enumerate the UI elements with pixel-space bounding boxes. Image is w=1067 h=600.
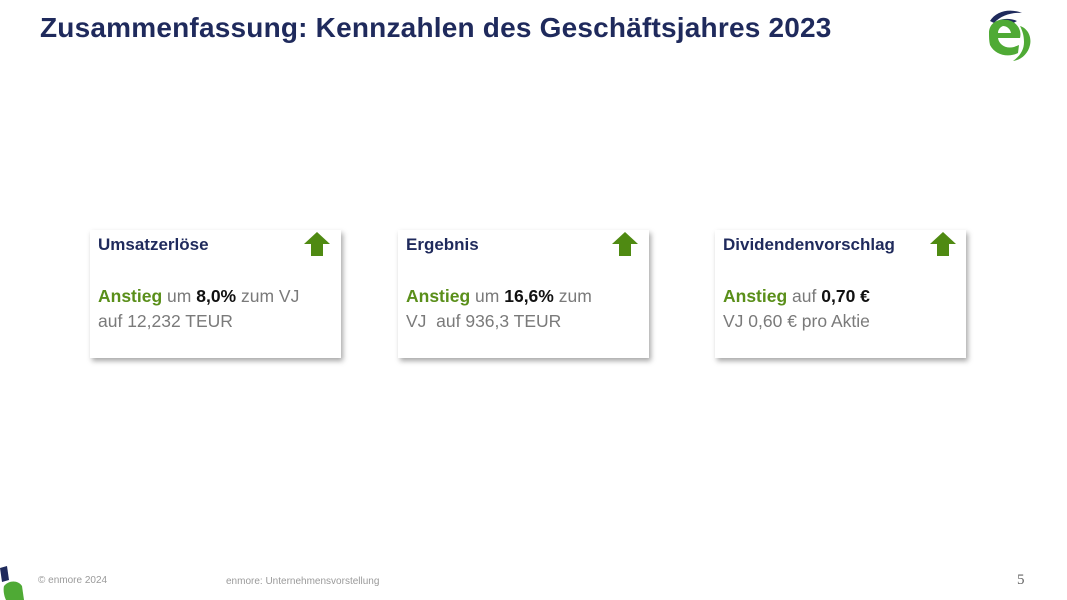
slide-title: Zusammenfassung: Kennzahlen des Geschäft… bbox=[40, 12, 832, 43]
arrow-up-icon bbox=[304, 232, 330, 256]
kpi-card-text: Anstieg um 8,0% zum VJ auf 12,232 TEUR bbox=[98, 284, 338, 334]
page-number: 5 bbox=[1017, 572, 1025, 588]
kpi-card-text: Anstieg um 16,6% zum VJ auf 936,3 TEUR bbox=[406, 284, 646, 334]
kpi-card-dividendenvorschlag: Dividendenvorschlag Anstieg auf 0,70 € V… bbox=[715, 230, 966, 358]
footer-presentation-title: enmore: Unternehmensvorstellung bbox=[226, 576, 380, 587]
kpi-detail: VJ 0,60 € pro Aktie bbox=[723, 311, 870, 331]
arrow-up-icon bbox=[930, 232, 956, 256]
kpi-value: 8,0% bbox=[196, 286, 237, 306]
kpi-detail: auf 12,232 TEUR bbox=[98, 311, 233, 331]
footer-copyright: © enmore 2024 bbox=[38, 575, 108, 586]
kpi-connector: auf bbox=[787, 286, 822, 306]
kpi-card-title: Dividendenvorschlag bbox=[723, 235, 895, 254]
kpi-connector: um bbox=[162, 286, 197, 306]
kpi-detail: VJ auf 936,3 TEUR bbox=[406, 311, 562, 331]
kpi-card-title: Umsatzerlöse bbox=[98, 235, 209, 254]
kpi-suffix: zum bbox=[553, 286, 592, 306]
kpi-value: 16,6% bbox=[504, 286, 554, 306]
enmore-mark-icon bbox=[0, 566, 24, 600]
kpi-connector: um bbox=[470, 286, 505, 306]
kpi-highlight: Anstieg bbox=[406, 286, 471, 306]
arrow-up-icon bbox=[612, 232, 638, 256]
kpi-value: 0,70 € bbox=[821, 286, 870, 306]
kpi-highlight: Anstieg bbox=[98, 286, 163, 306]
kpi-card-ergebnis: Ergebnis Anstieg um 16,6% zum VJ auf 936… bbox=[398, 230, 649, 358]
enmore-logo-icon bbox=[989, 10, 1031, 61]
kpi-card-text: Anstieg auf 0,70 € VJ 0,60 € pro Aktie bbox=[723, 284, 963, 334]
kpi-highlight: Anstieg bbox=[723, 286, 788, 306]
kpi-card-umsatzerloese: Umsatzerlöse Anstieg um 8,0% zum VJ auf … bbox=[90, 230, 341, 358]
kpi-suffix: zum VJ bbox=[236, 286, 300, 306]
kpi-card-title: Ergebnis bbox=[406, 235, 479, 254]
